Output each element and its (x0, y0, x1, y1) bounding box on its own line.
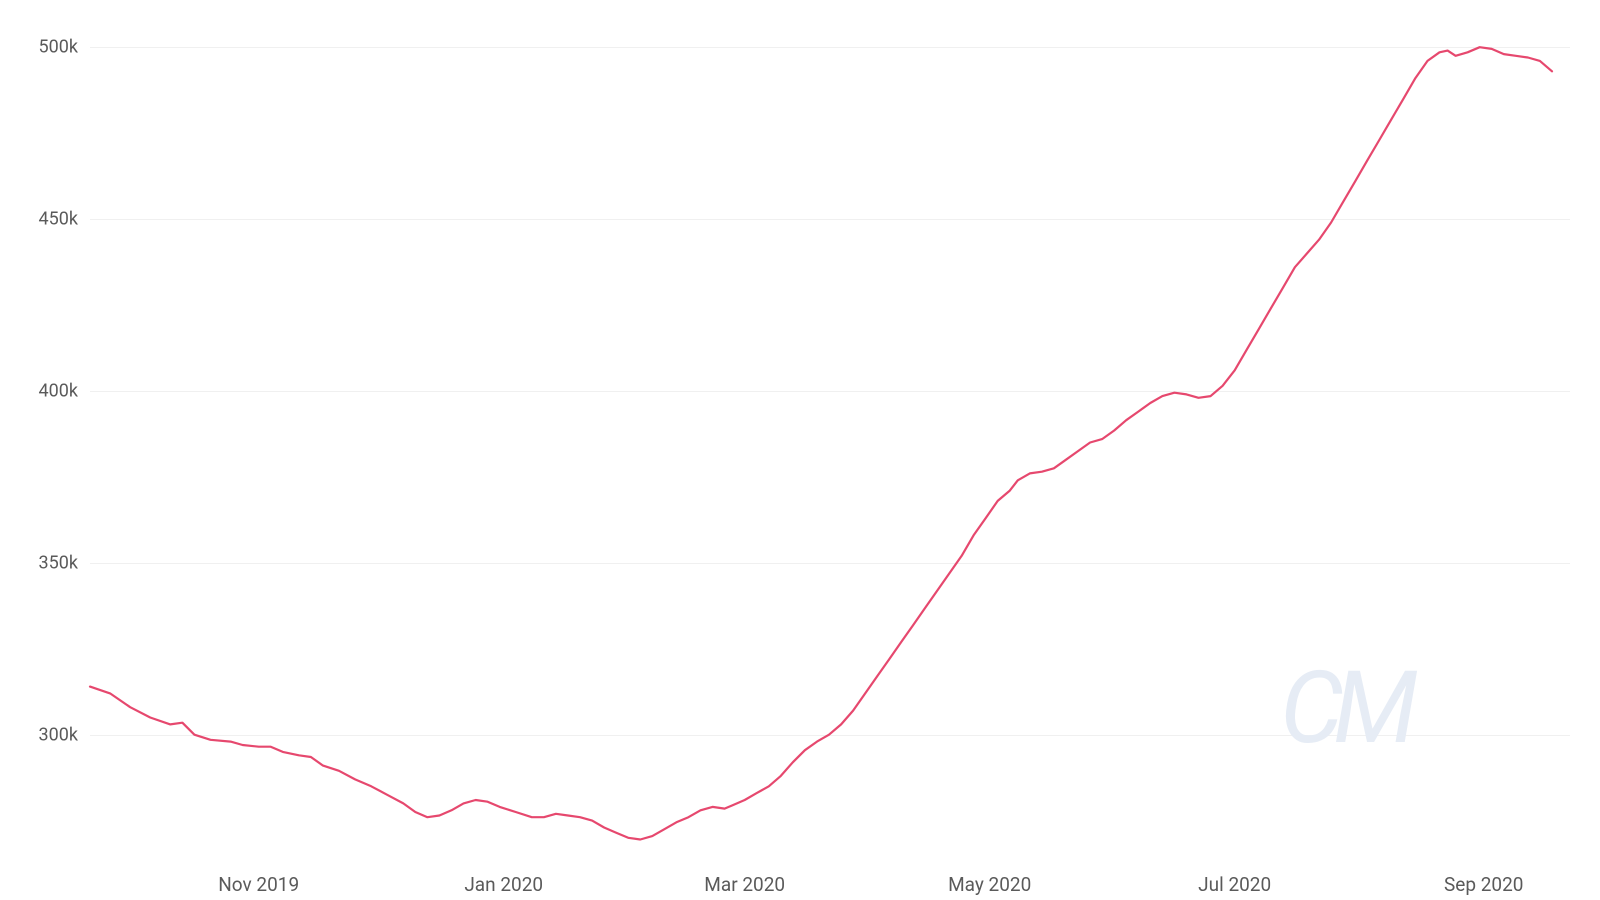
x-axis-tick-label: Nov 2019 (218, 873, 299, 896)
x-axis-tick-label: Sep 2020 (1444, 873, 1523, 896)
x-axis-tick-label: May 2020 (948, 873, 1031, 896)
series-line (90, 47, 1552, 839)
x-axis-tick-label: Jul 2020 (1198, 873, 1271, 896)
x-axis-tick-label: Mar 2020 (704, 873, 785, 896)
line-chart: 300k350k400k450k500k CM Nov 2019Jan 2020… (0, 0, 1600, 900)
plot-svg (0, 0, 1600, 900)
x-axis-tick-label: Jan 2020 (464, 873, 543, 896)
